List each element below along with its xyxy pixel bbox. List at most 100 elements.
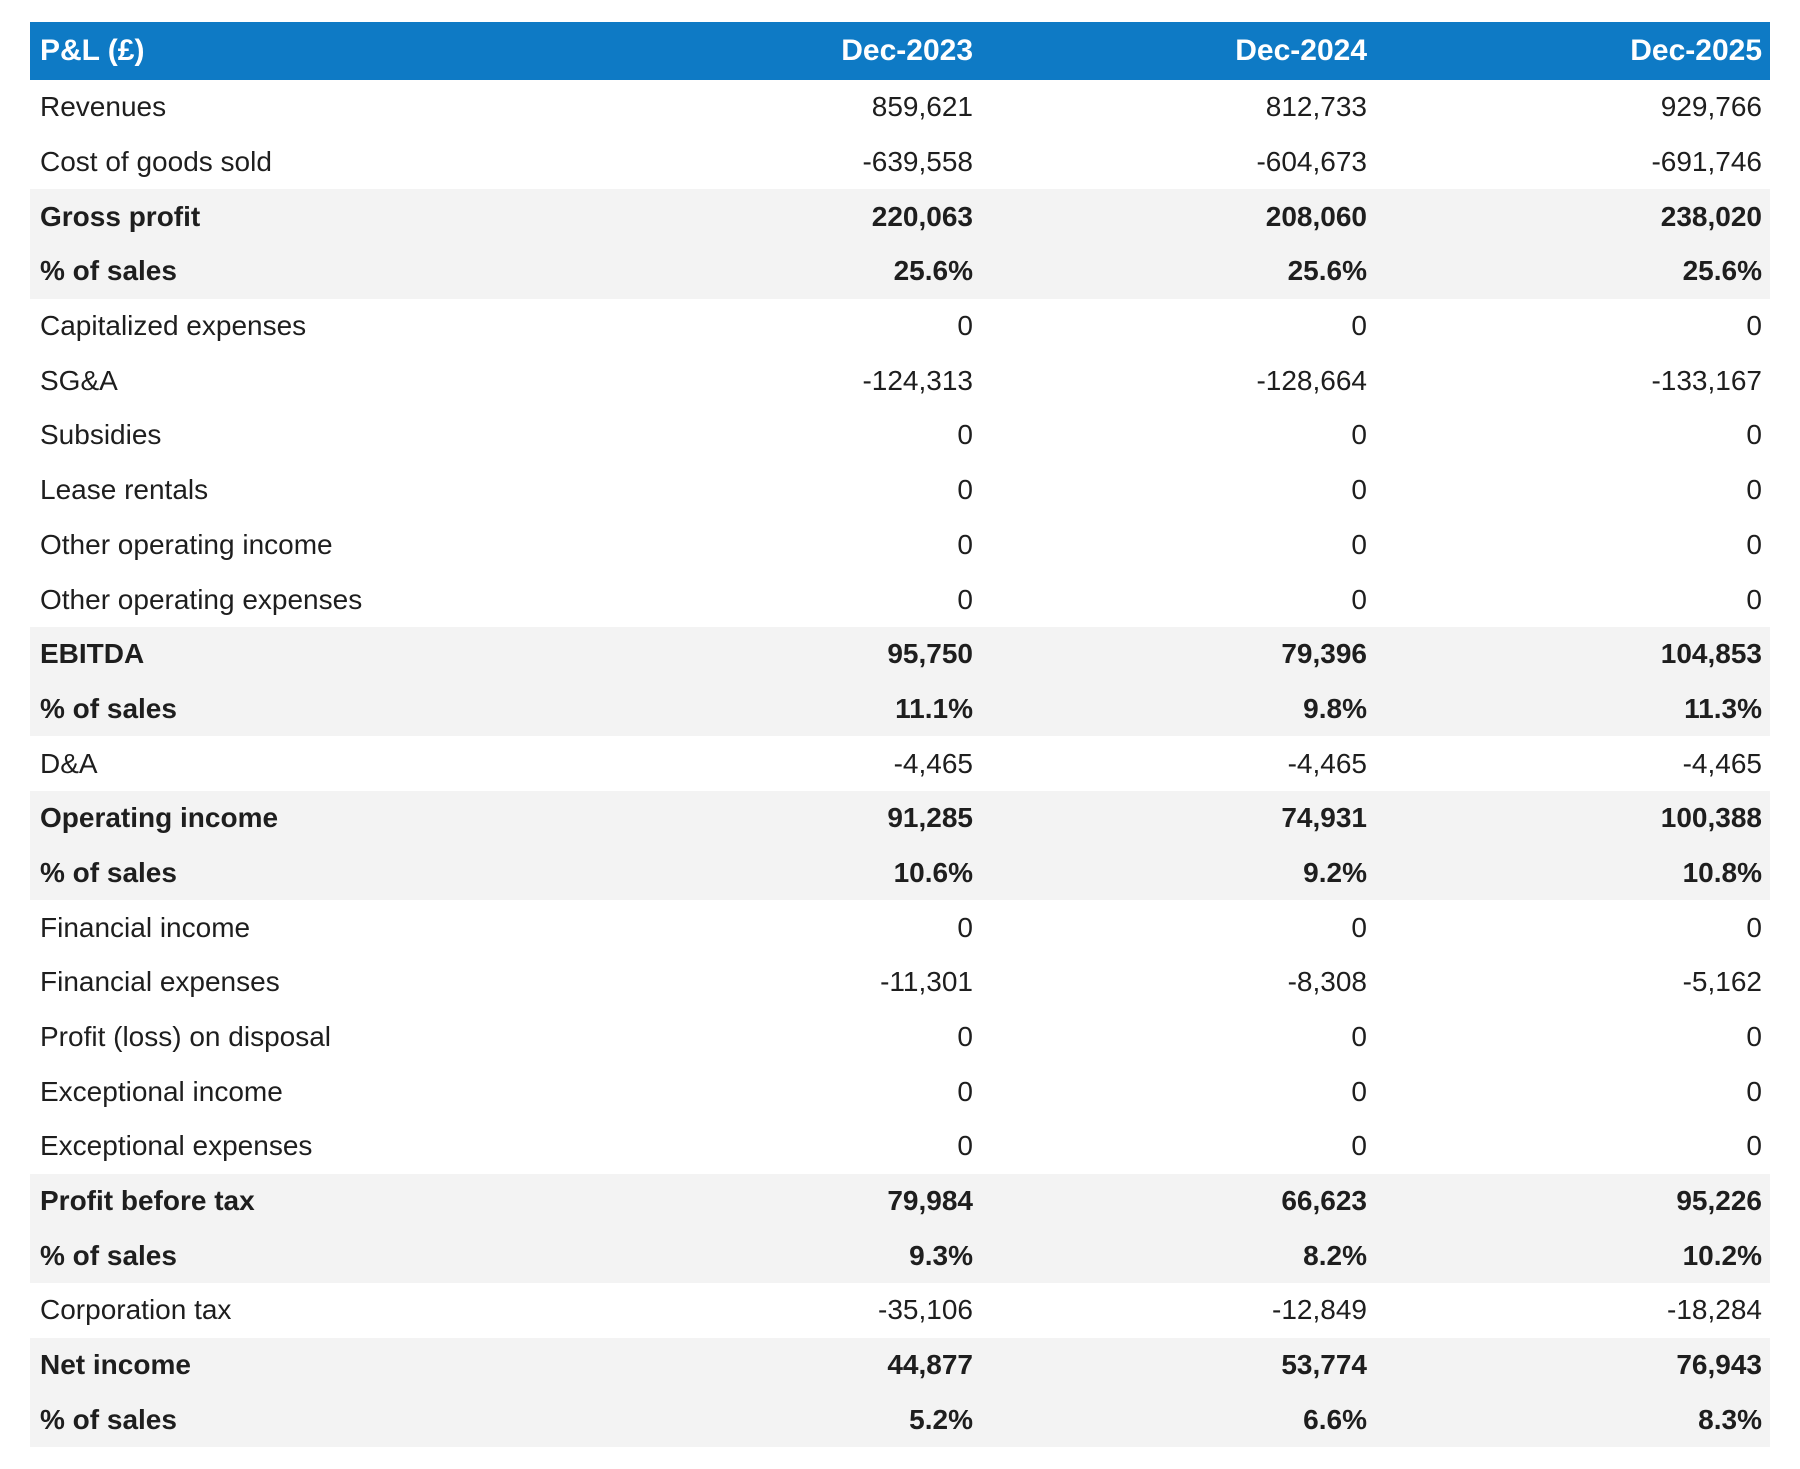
value-cell: 91,285 [587,790,981,846]
value-cell: -18,284 [1667,1294,1762,1326]
value-cell: -128,664 [1256,364,1367,396]
row-label: % of sales [30,1228,587,1284]
value-cell: 0 [957,1130,973,1162]
header-row: P&L (£) Dec-2023 Dec-2024 Dec-2025 [30,22,1770,80]
value-cell: 66,623 [981,1173,1375,1229]
value-cell: -604,673 [1256,146,1367,178]
value-cell: 0 [1351,583,1367,615]
value-cell: -4,465 [893,747,973,779]
value-cell: 0 [1746,310,1762,342]
table-row: Capitalized expenses 0 0 0 [30,299,1770,354]
value-cell: 0 [1351,1075,1367,1107]
column-header-dec-2025: Dec-2025 [1375,22,1770,80]
row-label: Exceptional income [40,1075,283,1107]
row-label: Cost of goods sold [40,146,272,178]
table-row: Profit (loss) on disposal 0 0 0 [30,1010,1770,1065]
value-cell: 812,733 [1265,91,1367,123]
row-label: Profit before tax [30,1173,587,1229]
value-cell: 0 [1351,911,1367,943]
row-label: D&A [40,747,98,779]
pnl-table: P&L (£) Dec-2023 Dec-2024 Dec-2025 Revenue… [30,22,1770,1448]
table-row: Subsidies 0 0 0 [30,408,1770,463]
value-cell: 11.3% [1375,681,1770,737]
value-cell: -124,313 [862,364,973,396]
row-label: Capitalized expenses [40,310,307,342]
value-cell: -133,167 [1651,364,1762,396]
value-cell: 100,388 [1375,790,1770,846]
value-cell: 5.2% [587,1392,981,1448]
row-label: SG&A [40,364,118,396]
table-row: Other operating expenses 0 0 0 [30,572,1770,627]
value-cell: 11.1% [587,681,981,737]
value-cell: 74,931 [981,790,1375,846]
value-cell: -11,301 [880,966,973,998]
value-cell: -35,106 [878,1294,973,1326]
row-label: Net income [30,1337,587,1393]
value-cell: 10.8% [1375,845,1770,901]
table-row: Exceptional income 0 0 0 [30,1064,1770,1119]
value-cell: 0 [1351,419,1367,451]
value-cell: 25.6% [1375,244,1770,299]
value-cell: 0 [957,1075,973,1107]
value-cell: -4,465 [1682,747,1762,779]
table-row: % of sales 25.6% 25.6% 25.6% [30,244,1770,299]
value-cell: 10.2% [1375,1228,1770,1284]
value-cell: 0 [957,528,973,560]
value-cell: 0 [957,1021,973,1053]
row-label: Operating income [30,790,587,846]
value-cell: 9.2% [981,845,1375,901]
row-label: EBITDA [30,626,587,682]
table-row: Lease rentals 0 0 0 [30,463,1770,518]
table-row: Net income 44,877 53,774 76,943 [30,1337,1770,1393]
table-row: % of sales 10.6% 9.2% 10.8% [30,845,1770,901]
table-row: % of sales 11.1% 9.8% 11.3% [30,681,1770,737]
row-label: % of sales [30,681,587,737]
value-cell: 76,943 [1375,1337,1770,1393]
row-label: Financial expenses [40,966,280,998]
table-row: Other operating income 0 0 0 [30,518,1770,573]
row-label: % of sales [30,244,587,299]
value-cell: 0 [1351,310,1367,342]
value-cell: -5,162 [1682,966,1762,998]
value-cell: 8.3% [1375,1392,1770,1448]
value-cell: 0 [1351,1021,1367,1053]
value-cell: 104,853 [1375,626,1770,682]
value-cell: -12,849 [1272,1294,1367,1326]
value-cell: 53,774 [981,1337,1375,1393]
column-header-dec-2023: Dec-2023 [587,22,981,80]
table-row: Financial expenses -11,301 -8,308 -5,162 [30,955,1770,1010]
value-cell: -639,558 [862,146,973,178]
table-row: Revenues 859,621 812,733 929,766 [30,80,1770,135]
value-cell: 0 [1746,1021,1762,1053]
value-cell: 25.6% [981,244,1375,299]
row-label: Corporation tax [40,1294,232,1326]
table-row: D&A -4,465 -4,465 -4,465 [30,736,1770,791]
value-cell: 9.3% [587,1228,981,1284]
row-label: Financial income [40,911,251,943]
value-cell: 0 [1351,1130,1367,1162]
value-cell: 0 [1351,474,1367,506]
row-label: Lease rentals [40,474,209,506]
value-cell: 238,020 [1375,189,1770,245]
row-label: % of sales [30,845,587,901]
table-row: Corporation tax -35,106 -12,849 -18,284 [30,1283,1770,1338]
table-row: % of sales 9.3% 8.2% 10.2% [30,1228,1770,1284]
table-row: Gross profit 220,063 208,060 238,020 [30,189,1770,245]
row-label: Subsidies [40,419,162,451]
value-cell: -8,308 [1287,966,1367,998]
table-row: % of sales 5.2% 6.6% 8.3% [30,1392,1770,1448]
value-cell: 9.8% [981,681,1375,737]
table-row: SG&A -124,313 -128,664 -133,167 [30,353,1770,408]
value-cell: 0 [1746,474,1762,506]
table-row: Cost of goods sold -639,558 -604,673 -691,7… [30,135,1770,190]
value-cell: 6.6% [981,1392,1375,1448]
value-cell: 0 [1746,1075,1762,1107]
row-label: Revenues [40,91,167,123]
value-cell: 0 [1746,911,1762,943]
value-cell: 0 [1746,583,1762,615]
row-label: Profit (loss) on disposal [40,1021,332,1053]
row-label: Gross profit [30,189,587,245]
value-cell: 0 [1746,419,1762,451]
